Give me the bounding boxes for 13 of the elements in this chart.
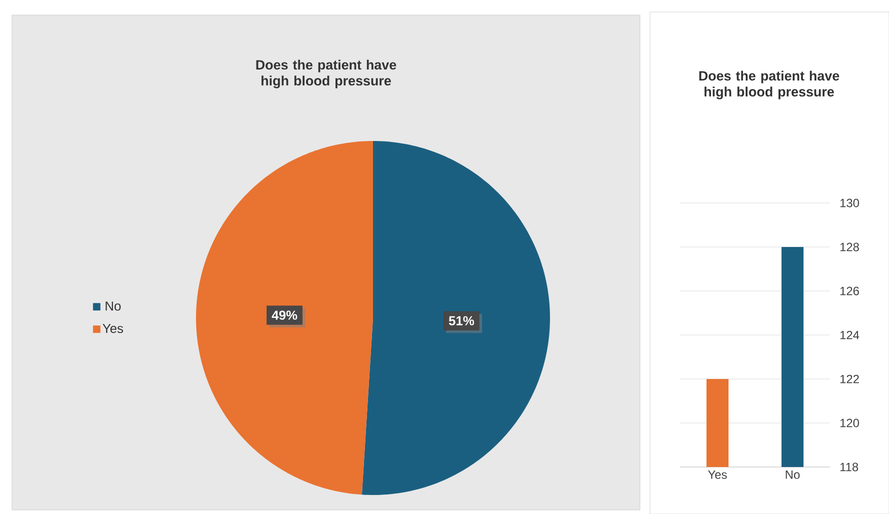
chart-title: Does the patient have high blood pressure <box>256 60 396 88</box>
y-tick-label: 122 <box>840 374 859 384</box>
legend-label: Yes <box>102 324 124 334</box>
data-label: 51% <box>448 316 474 326</box>
chart-title: Does the patient have high blood pressure <box>699 70 840 100</box>
legend-label: No <box>106 302 121 311</box>
y-tick-label: 118 <box>840 462 858 472</box>
data-label: 49% <box>272 310 298 320</box>
y-tick-label: 120 <box>840 418 860 428</box>
y-tick-label: 128 <box>840 242 859 252</box>
y-tick-label: 130 <box>840 198 860 208</box>
y-tick-label: 124 <box>840 330 860 340</box>
y-tick-label: 126 <box>840 286 859 296</box>
